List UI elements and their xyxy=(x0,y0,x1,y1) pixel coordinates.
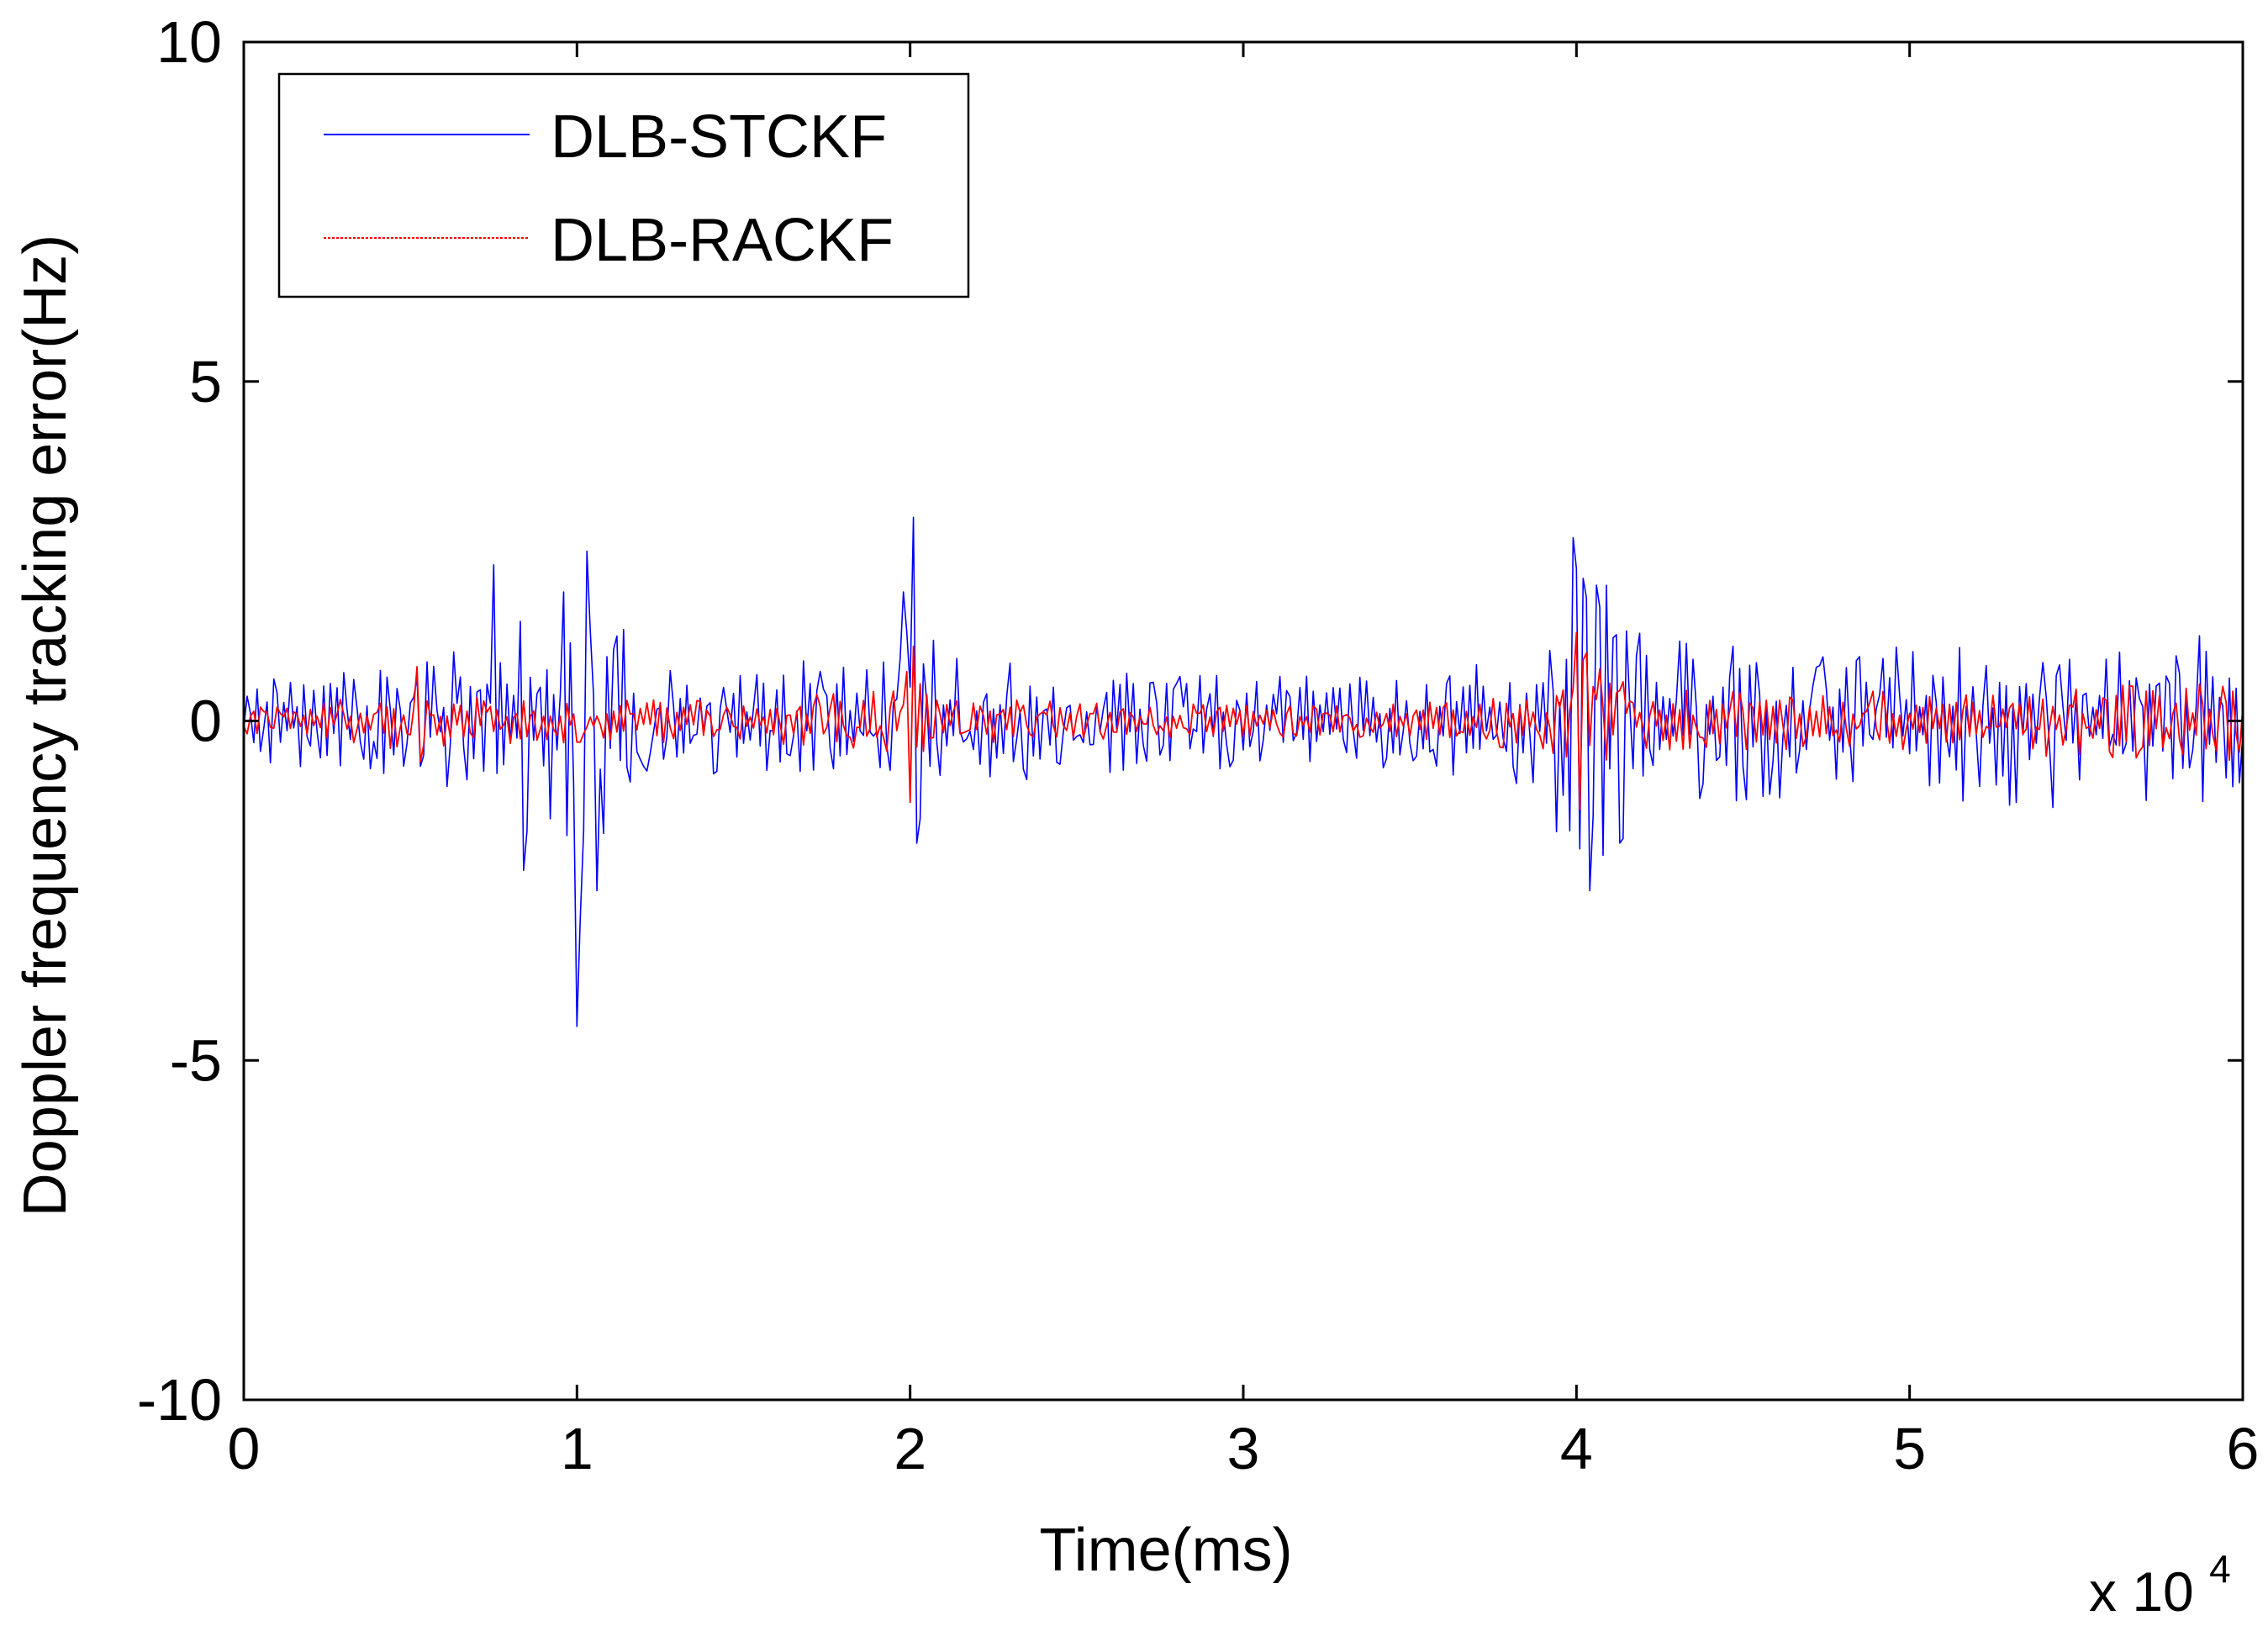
legend-label-dlb-stckf: DLB-STCKF xyxy=(551,103,887,171)
legend-box xyxy=(277,72,970,298)
x-tick-label-2: 2 xyxy=(894,1416,926,1481)
y-tick-labels: -10 -5 0 5 10 xyxy=(137,9,222,1433)
y-tick-label-4: 10 xyxy=(156,9,222,75)
series-line-dlb-rackf xyxy=(243,631,2244,810)
series-layer xyxy=(243,516,2244,1027)
legend-label-dlb-rackf: DLB-RACKF xyxy=(551,207,894,274)
x-tick-label-4: 4 xyxy=(1560,1416,1593,1481)
series-line-dlb-stckf xyxy=(243,516,2244,1027)
x-tick-label-3: 3 xyxy=(1227,1416,1260,1481)
x-tick-label-6: 6 xyxy=(2227,1416,2260,1481)
x-tick-labels: 0 1 2 3 4 5 6 xyxy=(228,1416,2260,1481)
y-tick-label-3: 5 xyxy=(189,349,222,414)
y-tick-label-0: -10 xyxy=(137,1367,222,1433)
x-axis-label: Time(ms) xyxy=(1039,1517,1292,1584)
x-tick-label-0: 0 xyxy=(228,1416,261,1481)
x-axis-exponent: x 10 4 xyxy=(2089,1547,2231,1623)
x-axis-exponent-base: x 10 xyxy=(2089,1560,2194,1623)
x-tick-label-1: 1 xyxy=(561,1416,593,1481)
y-tick-label-2: 0 xyxy=(189,689,222,754)
x-axis-exponent-power: 4 xyxy=(2209,1547,2231,1591)
x-tick-label-5: 5 xyxy=(1893,1416,1926,1481)
legend: DLB-STCKF DLB-RACKF xyxy=(277,72,970,298)
axis-ticks xyxy=(242,40,2244,1402)
y-axis-label: Doppler frequency tracking error(Hz) xyxy=(12,235,79,1217)
y-tick-label-1: -5 xyxy=(170,1027,222,1093)
